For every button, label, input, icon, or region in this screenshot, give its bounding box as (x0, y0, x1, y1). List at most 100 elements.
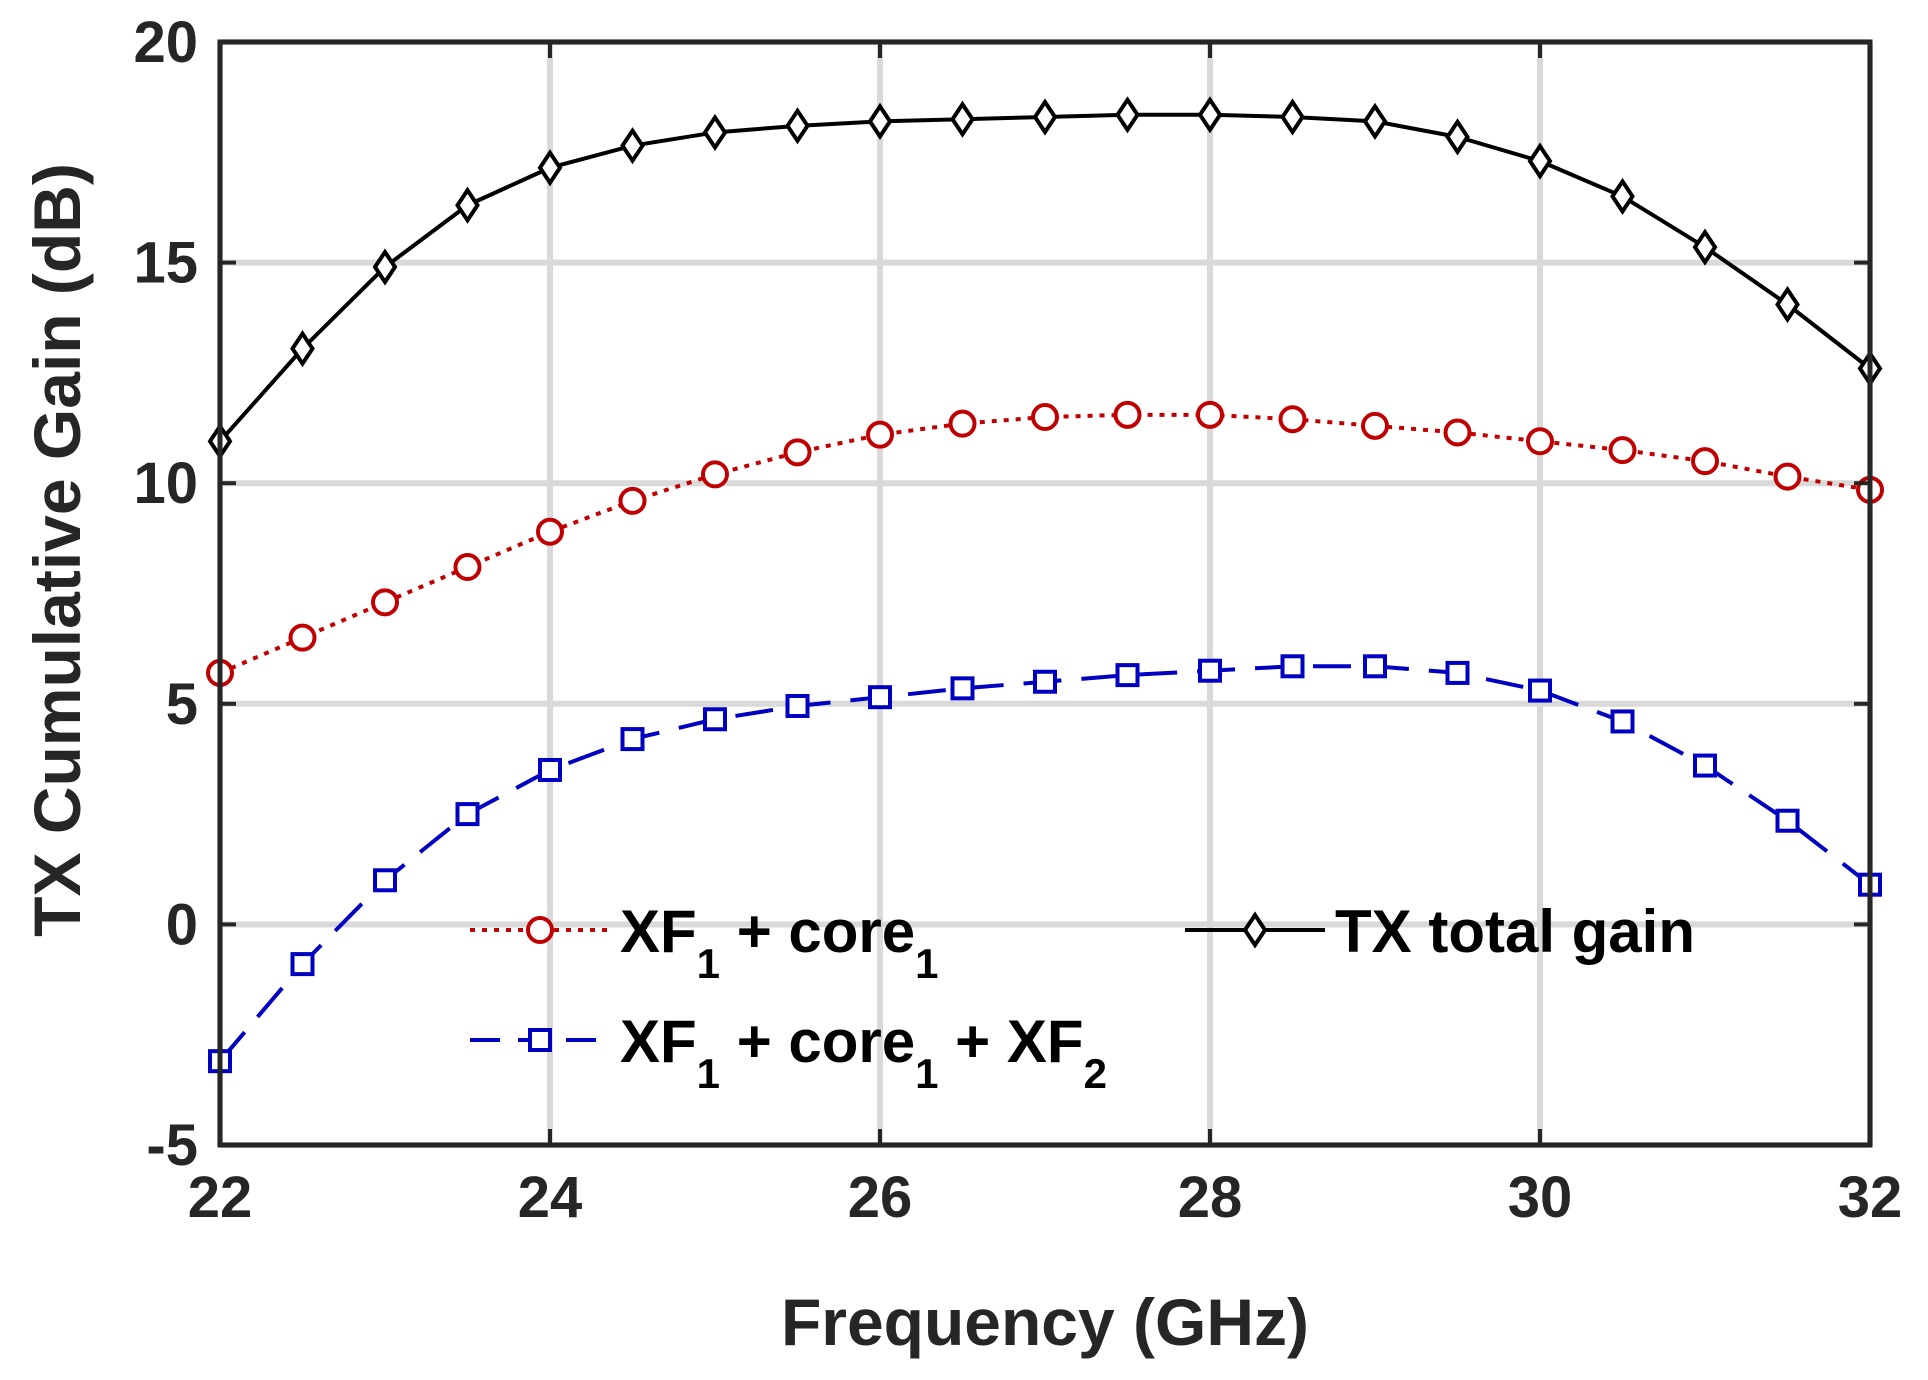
data-point (1115, 96, 1140, 134)
data-point (1115, 663, 1140, 688)
data-point (1773, 462, 1802, 491)
legend-label: TX total gain (1335, 898, 1695, 965)
data-point (1445, 118, 1470, 156)
x-tick-label: 22 (188, 1165, 253, 1230)
data-point (453, 553, 482, 582)
data-point (372, 248, 398, 286)
legend-label-sub3: 2 (1084, 1050, 1107, 1097)
x-axis-title: Frequency (GHz) (781, 1285, 1309, 1359)
data-point (1775, 285, 1800, 324)
data-point (785, 694, 810, 719)
legend-marker (526, 916, 554, 944)
data-point (950, 676, 975, 701)
data-point (1113, 400, 1142, 429)
legend-label-main: XF (620, 898, 697, 965)
legend-label-sub1: 1 (697, 940, 720, 987)
data-point (290, 330, 315, 368)
y-tick-label: 15 (133, 231, 198, 296)
series-diamond (207, 96, 1883, 460)
data-point (371, 588, 399, 617)
data-point (1775, 808, 1800, 833)
data-point (620, 127, 645, 165)
data-point (373, 868, 397, 893)
legend-label: XF1 + core1 + XF2 (620, 1008, 1107, 1097)
data-point (1445, 660, 1470, 685)
data-point (868, 685, 892, 710)
data-point (1362, 102, 1388, 141)
y-tick-label: 10 (133, 451, 198, 516)
series-layer (206, 96, 1884, 1074)
data-point (1031, 403, 1059, 432)
data-point (1692, 228, 1718, 266)
data-point (618, 486, 647, 515)
legend-label-mid: + core (720, 898, 915, 965)
data-point (1526, 427, 1554, 456)
plot-frame (217, 39, 1873, 1148)
data-point (1363, 654, 1387, 679)
data-point (1280, 98, 1305, 136)
data-point (701, 460, 729, 489)
legend-label-sub2: 1 (915, 940, 938, 987)
legend-label-sub1: 1 (697, 1050, 720, 1097)
x-tick-label: 32 (1838, 1165, 1903, 1230)
legend-label-sub2: 1 (915, 1050, 938, 1097)
data-point (1610, 709, 1635, 734)
data-point (1033, 669, 1057, 694)
data-point (1361, 411, 1389, 440)
data-point (455, 802, 480, 827)
legend-entry: XF1 + core1 (470, 898, 939, 987)
x-tick-label: 24 (518, 1165, 583, 1230)
grid (217, 39, 1873, 1148)
y-axis-title: TX Cumulative Gain (dB) (20, 163, 94, 937)
y-tick-label: 20 (133, 10, 198, 75)
x-tick-label: 26 (848, 1165, 913, 1230)
data-point (1280, 654, 1305, 679)
data-point (866, 420, 894, 449)
data-point (783, 438, 812, 467)
series-line (219, 412, 1871, 675)
data-point (950, 100, 975, 138)
data-point (703, 707, 727, 732)
data-point (1198, 658, 1222, 683)
data-point (536, 517, 564, 546)
data-point (1443, 418, 1472, 447)
x-tick-label: 28 (1178, 1165, 1243, 1230)
legend-marker (1242, 911, 1268, 949)
data-point (537, 149, 563, 187)
y-tick-label: -5 (146, 1113, 198, 1178)
data-point (1610, 177, 1635, 216)
axes-layer: 22 24 26 28 30 32 -5 0 5 10 15 20 (133, 10, 1902, 1230)
data-point (785, 107, 810, 145)
data-point (1691, 447, 1719, 476)
series-square (208, 654, 1882, 1074)
data-point (290, 952, 315, 977)
x-tick-label: 30 (1508, 1165, 1573, 1230)
data-point (948, 409, 977, 438)
y-tick-label: 0 (166, 892, 198, 957)
legend-label-main: TX total gain (1335, 898, 1695, 965)
data-point (620, 727, 645, 752)
legend-marker (528, 1028, 552, 1052)
data-point (867, 102, 893, 141)
legend-label-main: XF (620, 1008, 697, 1075)
legend-label-tail: + XF (939, 1008, 1084, 1075)
data-point (702, 113, 728, 152)
y-tick-label: 5 (166, 672, 198, 737)
legend-label-mid: + core (720, 1008, 915, 1075)
data-point (1278, 405, 1307, 434)
data-point (1608, 436, 1637, 465)
legend-entry: XF1 + core1 + XF2 (470, 1008, 1107, 1097)
data-point (1528, 678, 1552, 703)
data-point (288, 623, 317, 652)
data-point (1197, 96, 1223, 134)
data-point (1032, 98, 1058, 136)
data-point (1693, 753, 1717, 778)
legend-entry: TX total gain (1185, 898, 1695, 965)
legend-label: XF1 + core1 (620, 898, 939, 987)
data-point (538, 757, 562, 782)
data-point (455, 186, 480, 224)
series-circle (206, 400, 1884, 687)
data-point (1196, 400, 1224, 429)
